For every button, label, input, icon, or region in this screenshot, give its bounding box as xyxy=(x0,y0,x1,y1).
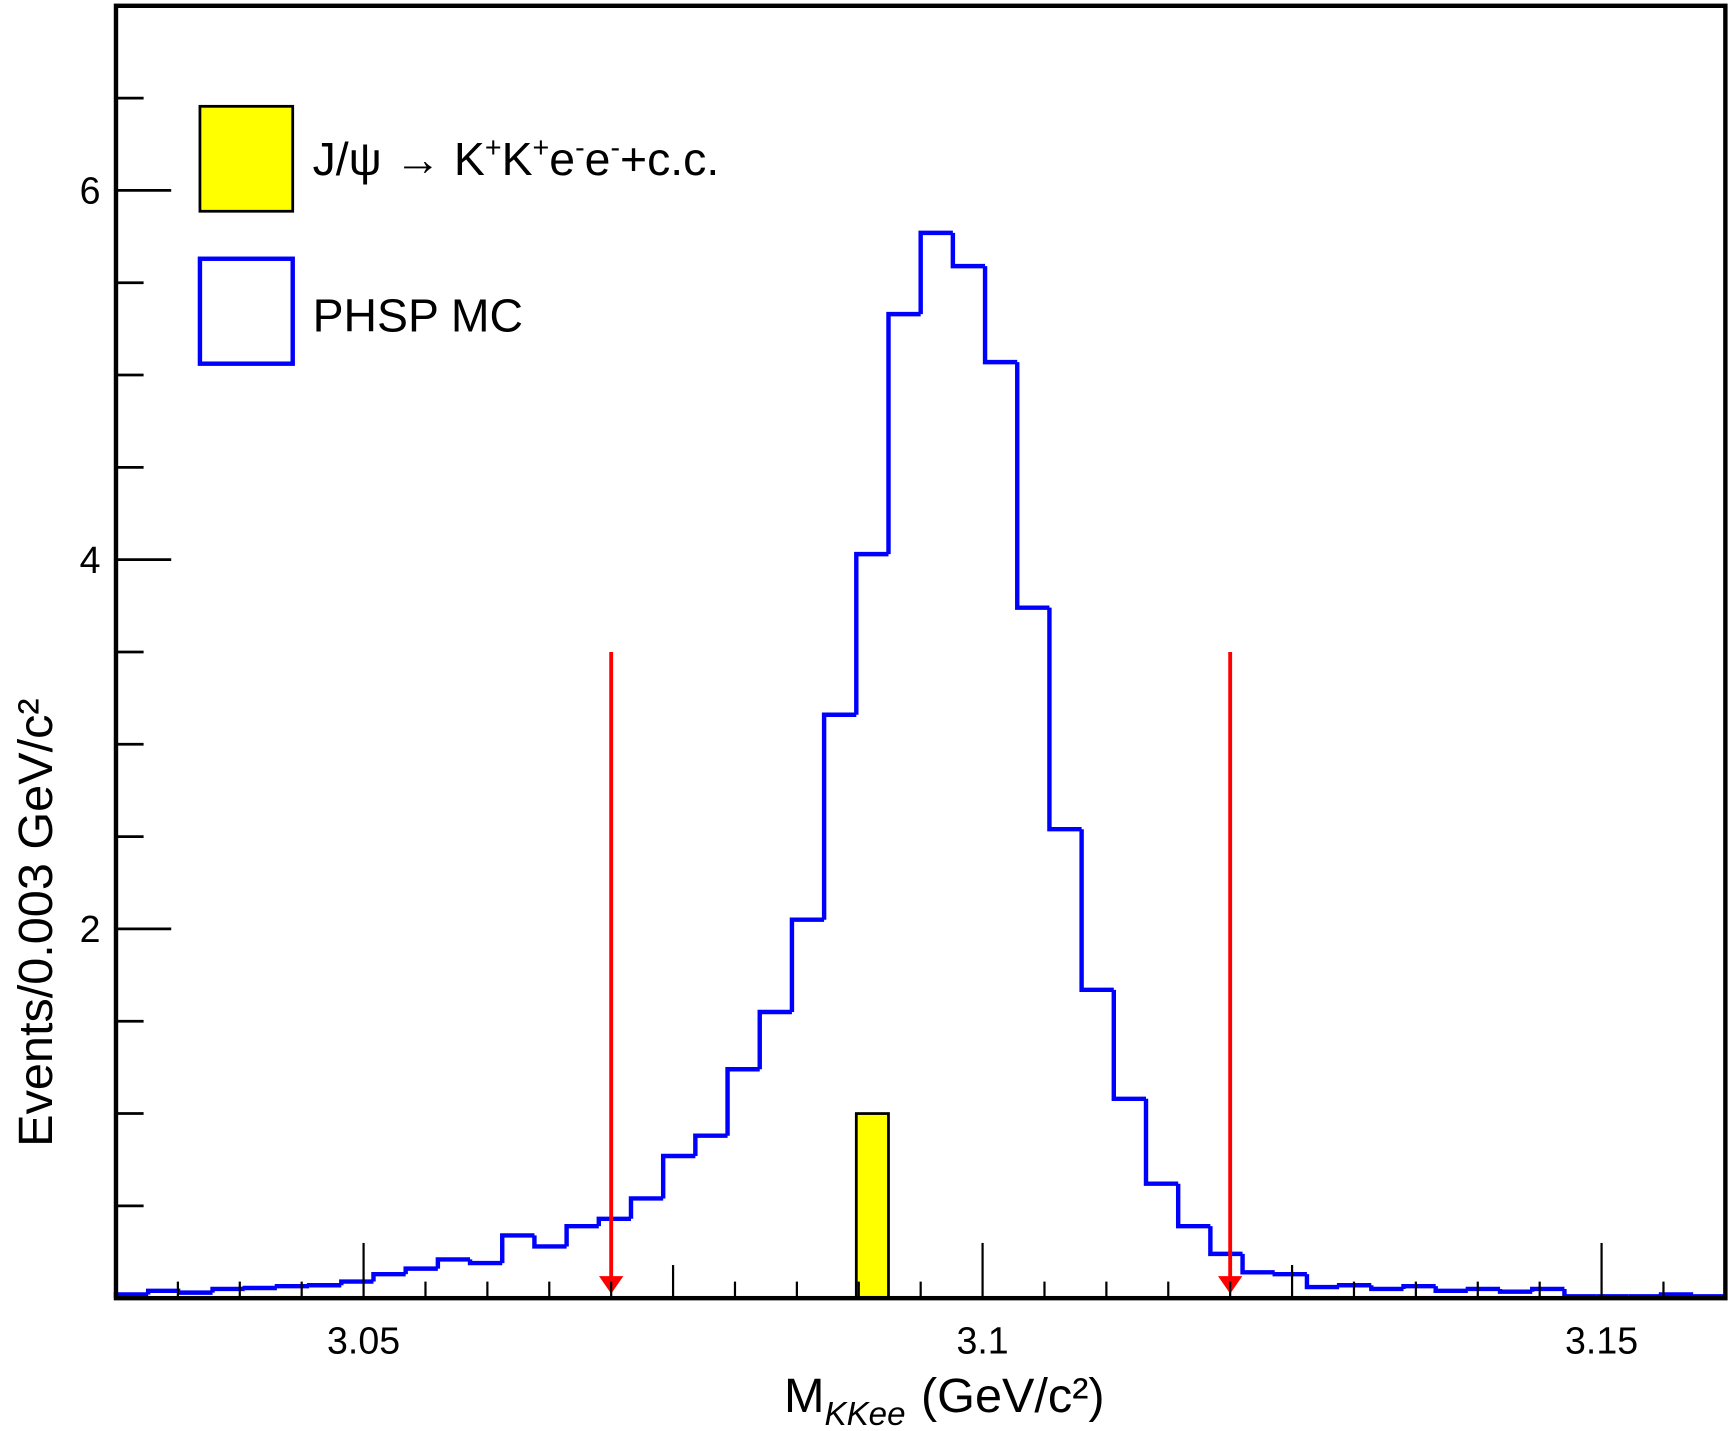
phsp-bin xyxy=(1047,607,1082,832)
phsp-bin xyxy=(1272,1271,1307,1277)
phsp-bin xyxy=(1143,1098,1179,1186)
phsp-bin xyxy=(660,1153,696,1199)
phsp-bin xyxy=(1304,1274,1340,1290)
phsp-bin xyxy=(339,1279,374,1286)
phsp-bin xyxy=(757,1009,792,1070)
phsp-bin xyxy=(435,1257,471,1269)
phsp-bin xyxy=(950,232,986,269)
phsp-bin xyxy=(1240,1253,1275,1275)
phsp-bin xyxy=(178,1290,213,1295)
phsp-bin xyxy=(403,1266,438,1275)
phsp-bin xyxy=(725,1067,760,1136)
phsp-bin xyxy=(1079,829,1114,993)
phsp-bin xyxy=(1497,1288,1533,1294)
phsp-bin xyxy=(596,1216,631,1227)
x-tick-label: 3.05 xyxy=(327,1319,400,1361)
phsp-bin xyxy=(1433,1286,1468,1293)
legend-label-phsp: PHSP MC xyxy=(313,290,523,342)
phsp-bin xyxy=(1658,1292,1694,1297)
phsp-bin xyxy=(1015,362,1050,610)
phsp-bin xyxy=(500,1233,535,1264)
signal-bin xyxy=(854,1112,890,1300)
phsp-bin xyxy=(982,266,1018,365)
y-tick-label: 4 xyxy=(80,539,101,581)
phsp-bin xyxy=(918,230,953,315)
x-axis-title: MKKee (GeV/c²) xyxy=(784,1369,1105,1431)
x-tick-label: 3.15 xyxy=(1565,1319,1638,1361)
y-axis-title: Events/0.003 GeV/c² xyxy=(9,698,63,1146)
legend-swatch-signal xyxy=(198,104,295,213)
phsp-bin xyxy=(242,1285,277,1291)
phsp-bin xyxy=(532,1235,567,1249)
legend-swatch-phsp xyxy=(197,256,295,366)
legend-label-signal: J/ψ → K+K+e-e-+c.c. xyxy=(313,132,720,185)
phsp-bin xyxy=(1401,1283,1436,1289)
phsp-bin xyxy=(564,1223,599,1247)
phsp-bin xyxy=(789,917,825,1013)
phsp-bin xyxy=(210,1286,245,1293)
x-tick-label: 3.1 xyxy=(956,1319,1008,1361)
y-tick-label: 2 xyxy=(80,908,101,950)
phsp-bin xyxy=(274,1283,310,1289)
phsp-bin xyxy=(1336,1283,1372,1288)
phsp-bin xyxy=(821,712,857,920)
phsp-bin xyxy=(1530,1286,1565,1292)
plot-frame xyxy=(113,3,1728,1301)
phsp-bin xyxy=(1175,1183,1211,1229)
phsp-bin xyxy=(1111,989,1146,1101)
phsp-bin xyxy=(1208,1226,1243,1257)
phsp-bin xyxy=(1562,1288,1597,1299)
phsp-bin xyxy=(693,1133,728,1157)
phsp-bin xyxy=(1369,1285,1404,1292)
phsp-bin xyxy=(467,1259,503,1266)
phsp-bin xyxy=(306,1283,342,1288)
phsp-bin xyxy=(628,1196,664,1219)
phsp-bin xyxy=(371,1271,406,1282)
y-tick-label: 6 xyxy=(80,170,101,212)
phsp-bin xyxy=(145,1288,181,1295)
phsp-bin xyxy=(854,551,889,715)
phsp-bin xyxy=(886,311,921,555)
phsp-bin xyxy=(1465,1286,1501,1292)
